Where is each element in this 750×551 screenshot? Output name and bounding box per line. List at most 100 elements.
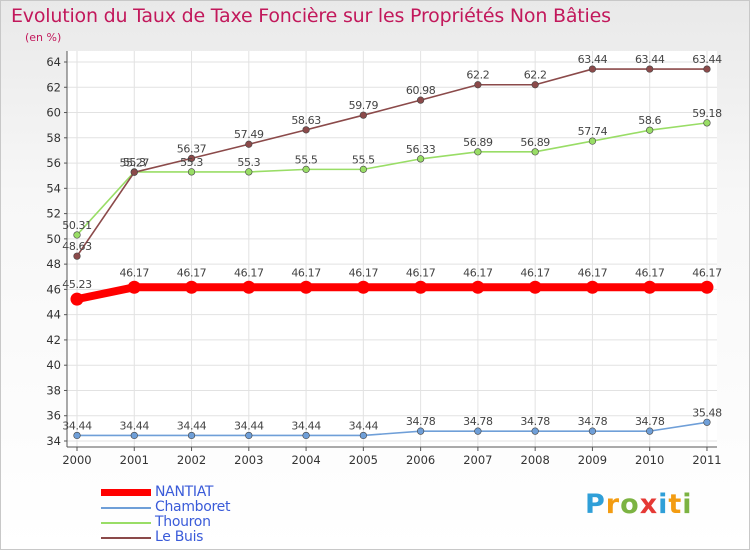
data-point [643, 280, 657, 294]
series-line-nantiat [76, 283, 707, 304]
legend-label: Le Buis [155, 529, 204, 545]
y-tick-label: 60 [46, 106, 61, 120]
plot-area [67, 51, 717, 447]
data-point [588, 137, 597, 145]
data-point [359, 111, 367, 119]
data-label: 46.17 [291, 266, 321, 279]
data-label: 34.78 [463, 415, 493, 428]
data-point [302, 431, 310, 440]
data-label: 56.33 [406, 143, 436, 156]
data-point [703, 119, 711, 127]
legend-label: NANTIAT [155, 484, 214, 500]
series-line-thouron [76, 122, 708, 236]
data-label: 50.31 [62, 219, 92, 232]
x-tick-label: 2001 [120, 453, 149, 467]
y-tick-label: 56 [46, 156, 61, 170]
data-point [245, 431, 253, 440]
data-point [585, 280, 599, 294]
data-label: 35.48 [692, 406, 722, 419]
y-tick-label: 34 [46, 434, 61, 448]
data-point [73, 431, 81, 440]
data-point [588, 65, 597, 73]
y-tick-label: 44 [46, 308, 61, 322]
y-tick-label: 52 [46, 207, 61, 221]
data-point [703, 418, 711, 426]
data-label: 48.63 [62, 240, 92, 253]
data-point [356, 280, 370, 294]
brand-letter: i [658, 489, 669, 520]
data-point [646, 65, 654, 73]
data-point [359, 165, 367, 173]
data-label: 62.2 [466, 69, 489, 82]
x-tick-label: 2010 [635, 453, 664, 467]
legend-swatch [101, 537, 151, 539]
x-tick-label: 2006 [406, 453, 435, 467]
legend-item: NANTIAT [101, 484, 321, 500]
brand-letter: r [605, 489, 621, 520]
data-point [417, 427, 425, 435]
data-label: 46.17 [349, 266, 379, 279]
data-point [531, 81, 539, 89]
data-point [417, 155, 425, 163]
data-point [130, 431, 138, 440]
y-tick-label: 58 [46, 131, 61, 145]
y-tick-label: 46 [46, 282, 61, 296]
x-tick-label: 2011 [692, 453, 721, 467]
data-label: 58.63 [291, 114, 321, 127]
data-label: 34.44 [291, 419, 321, 432]
data-point [474, 427, 482, 435]
x-tick-label: 2007 [463, 453, 492, 467]
y-tick-label: 38 [46, 383, 61, 397]
chart-title: Evolution du Taux de Taxe Foncière sur l… [11, 5, 611, 27]
data-label: 34.78 [635, 415, 665, 428]
data-label: 55.3 [123, 156, 146, 169]
data-point [474, 81, 482, 89]
brand-logo: Proxiti [585, 489, 693, 520]
data-point [187, 168, 196, 176]
brand-letter: x [639, 489, 659, 520]
data-label: 34.78 [520, 415, 550, 428]
x-tick-label: 2005 [349, 453, 378, 467]
data-label: 55.5 [295, 153, 318, 166]
brand-letter: P [585, 489, 606, 520]
data-label: 46.17 [692, 266, 722, 279]
data-point [302, 165, 310, 173]
data-point [70, 292, 84, 306]
data-label: 34.44 [349, 419, 379, 432]
data-label: 55.27 [120, 156, 150, 169]
data-point [242, 280, 256, 294]
y-tick-label: 50 [46, 232, 61, 246]
data-point [302, 126, 310, 134]
data-point [299, 280, 313, 294]
legend-label: Thouron [155, 514, 211, 530]
legend-label: Chamboret [155, 499, 231, 515]
data-label: 46.17 [120, 266, 150, 279]
data-label: 34.44 [62, 419, 92, 432]
y-tick-label: 62 [46, 80, 61, 94]
data-label: 57.74 [578, 125, 608, 138]
data-point [474, 148, 482, 156]
data-label: 46.17 [177, 266, 207, 279]
data-label: 56.89 [520, 136, 550, 149]
data-point [528, 280, 542, 294]
data-label: 56.89 [463, 136, 493, 149]
data-point [703, 65, 711, 73]
legend-item: Thouron [101, 514, 321, 530]
unit-label: (en %) [25, 31, 62, 44]
x-tick-label: 2003 [234, 453, 263, 467]
x-tick-label: 2009 [578, 453, 607, 467]
data-point [417, 96, 425, 104]
data-label: 45.23 [62, 278, 92, 291]
x-tick-label: 2004 [291, 453, 320, 467]
legend-item: Chamboret [101, 499, 321, 515]
data-label: 46.17 [406, 266, 436, 279]
y-tick-label: 42 [46, 333, 61, 347]
data-point [130, 168, 138, 176]
legend-swatch [101, 489, 151, 496]
data-label: 59.18 [692, 107, 722, 120]
data-point [646, 126, 654, 134]
data-label: 56.37 [177, 142, 207, 155]
data-label: 63.44 [692, 53, 722, 66]
data-label: 34.44 [177, 419, 207, 432]
